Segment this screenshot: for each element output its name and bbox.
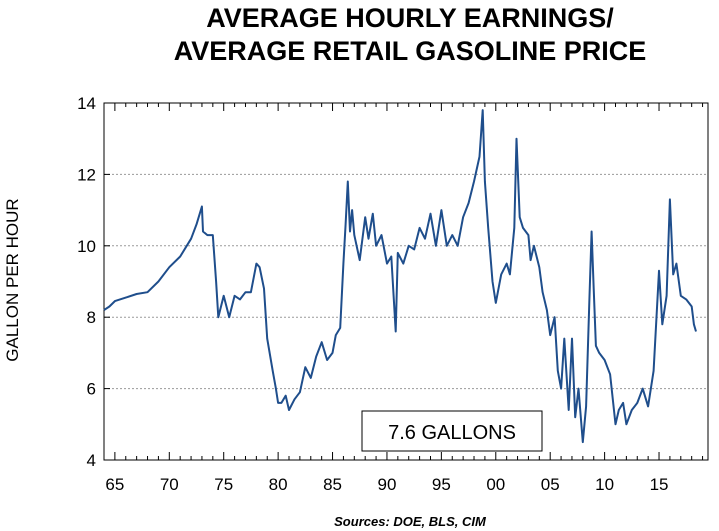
annotation-frame [361,410,543,452]
annotation-text: 7.6 GALLONS [388,422,516,444]
annotation-box: 7.6 GALLONS [361,410,543,452]
y-tick-label: 12 [77,165,96,184]
x-tick-label: 75 [214,475,233,494]
gridlines [104,173,708,390]
source-note: Sources: DOE, BLS, CIM [334,514,487,529]
x-tick-label: 70 [160,475,179,494]
chart-title-line-2: AVERAGE RETAIL GASOLINE PRICE [174,36,647,66]
x-tick-label: 85 [323,475,342,494]
plot-frame [103,102,709,461]
axis-ticks: 4 6 8 10 12 14 65 70 75 80 85 90 95 00 05 10 15 [77,94,704,494]
x-tick-label: 05 [541,475,560,494]
x-tick-label: 15 [650,475,669,494]
series-line-earnings-gasoline-ratio [103,109,697,444]
x-tick-label: 80 [269,475,288,494]
y-tick-label: 8 [87,308,96,327]
x-tick-label: 95 [432,475,451,494]
y-tick-label: 4 [87,451,96,470]
chart-title-line-1: AVERAGE HOURLY EARNINGS/ [206,3,614,33]
y-axis-label: GALLON PER HOUR [3,198,22,361]
x-tick-label: 10 [595,475,614,494]
y-tick-label: 14 [77,94,96,113]
x-tick-label: 90 [377,475,396,494]
x-tick-label: 00 [486,475,505,494]
y-tick-label: 10 [77,237,96,256]
y-tick-label: 6 [87,380,96,399]
x-tick-label: 65 [105,475,124,494]
